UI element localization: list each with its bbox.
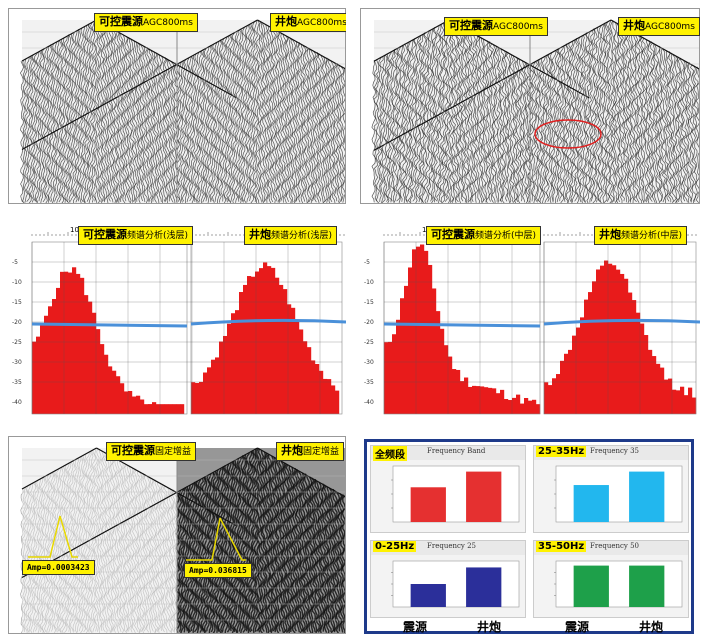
seismic-panel-top-right: 可控震源AGC800ms 井炮AGC800ms bbox=[360, 8, 700, 204]
seismic-section-image bbox=[360, 8, 700, 204]
band-label: 35-50Hz bbox=[536, 541, 587, 552]
svg-text:-15: -15 bbox=[364, 299, 374, 306]
label-dynamite-agc: 井炮AGC800ms bbox=[270, 13, 346, 32]
svg-text:-25: -25 bbox=[364, 339, 374, 346]
bar-井炮 bbox=[466, 567, 502, 607]
label-dynamite-agc: 井炮AGC800ms bbox=[618, 17, 700, 36]
label-dynamite-spectrum: 井炮频谱分析(浅层) bbox=[244, 226, 338, 245]
bar-震源 bbox=[410, 584, 446, 607]
svg-text:-40: -40 bbox=[12, 399, 22, 406]
svg-text:-20: -20 bbox=[12, 319, 22, 326]
svg-text:10: 10 bbox=[70, 226, 79, 234]
seismic-section-image bbox=[8, 436, 346, 634]
amplitude-readout-vibroseis: Amp=0.0003423 bbox=[22, 560, 95, 575]
spectrum-chart: 10-5-10-15-20-25-30-35-40 bbox=[360, 222, 700, 420]
label-vibroseis-agc: 可控震源AGC800ms bbox=[94, 13, 198, 32]
seismic-panel-fixed-gain: 可控震源固定增益 井炮固定增益 Amp=0.0003423 Amp=0.0368… bbox=[8, 436, 346, 634]
label-vibroseis-spectrum: 可控震源频谱分析(中层) bbox=[426, 226, 542, 245]
category-label-vibroseis: 震源 bbox=[403, 620, 428, 634]
bar-震源 bbox=[410, 487, 446, 522]
spectrum-chart: 10 -5 -10 -15 -20 -25 -30 -35 -40 bbox=[8, 222, 346, 420]
band-label: 0-25Hz bbox=[373, 541, 417, 552]
svg-text:-10: -10 bbox=[364, 279, 374, 286]
svg-text:-40: -40 bbox=[364, 399, 374, 406]
bar-震源 bbox=[573, 485, 609, 522]
frequency-bar-panel: 全频段 Frequency Band 25-35Hz Frequency 35 … bbox=[364, 439, 694, 634]
svg-text:-35: -35 bbox=[12, 379, 22, 386]
svg-text:-30: -30 bbox=[364, 359, 374, 366]
svg-text:-5: -5 bbox=[12, 259, 18, 266]
category-label-vibroseis: 震源 bbox=[565, 620, 590, 634]
seismic-section-image bbox=[8, 8, 346, 204]
bar-井炮 bbox=[629, 565, 665, 607]
seismic-panel-top-left: 可控震源AGC800ms 井炮AGC800ms bbox=[8, 8, 346, 204]
label-vibroseis-spectrum: 可控震源频谱分析(浅层) bbox=[78, 226, 194, 245]
svg-text:-20: -20 bbox=[364, 319, 374, 326]
band-label: 全频段 bbox=[373, 446, 407, 461]
category-label-dynamite: 井炮 bbox=[639, 620, 664, 634]
bar-井炮 bbox=[629, 471, 665, 522]
svg-text:-5: -5 bbox=[364, 259, 370, 266]
band-label: 25-35Hz bbox=[536, 446, 587, 457]
svg-text:-35: -35 bbox=[364, 379, 374, 386]
chart-title: Frequency 35 bbox=[590, 447, 639, 455]
spectrum-panel-middle: 10-5-10-15-20-25-30-35-40 可控震源频谱分析(中层) 井… bbox=[360, 222, 700, 420]
label-vibroseis-fixed: 可控震源固定增益 bbox=[106, 442, 197, 461]
chart-title: Frequency Band bbox=[427, 447, 486, 455]
svg-text:-10: -10 bbox=[12, 279, 22, 286]
label-vibroseis-agc: 可控震源AGC800ms bbox=[444, 17, 548, 36]
category-label-dynamite: 井炮 bbox=[477, 620, 502, 634]
svg-text:-30: -30 bbox=[12, 359, 22, 366]
bar-震源 bbox=[573, 565, 609, 607]
spectrum-panel-shallow: 10 -5 -10 -15 -20 -25 -30 -35 -40 可控震源频谱分析(浅层) 井… bbox=[8, 222, 346, 420]
chart-title: Frequency 25 bbox=[427, 542, 476, 550]
bar-chart-full-band: 全频段 Frequency Band bbox=[370, 445, 526, 533]
bar-chart-25-35: 25-35Hz Frequency 35 bbox=[533, 445, 689, 533]
bar-chart-0-25: 0-25Hz Frequency 25 bbox=[370, 540, 526, 618]
bar-chart-35-50: 35-50Hz Frequency 50 bbox=[533, 540, 689, 618]
amplitude-readout-dynamite: Amp=0.036815 bbox=[184, 563, 252, 578]
chart-title: Frequency 50 bbox=[590, 542, 639, 550]
svg-text:-25: -25 bbox=[12, 339, 22, 346]
label-dynamite-spectrum: 井炮频谱分析(中层) bbox=[594, 226, 688, 245]
bar-井炮 bbox=[466, 471, 502, 522]
svg-text:-15: -15 bbox=[12, 299, 22, 306]
label-dynamite-fixed: 井炮固定增益 bbox=[276, 442, 345, 461]
